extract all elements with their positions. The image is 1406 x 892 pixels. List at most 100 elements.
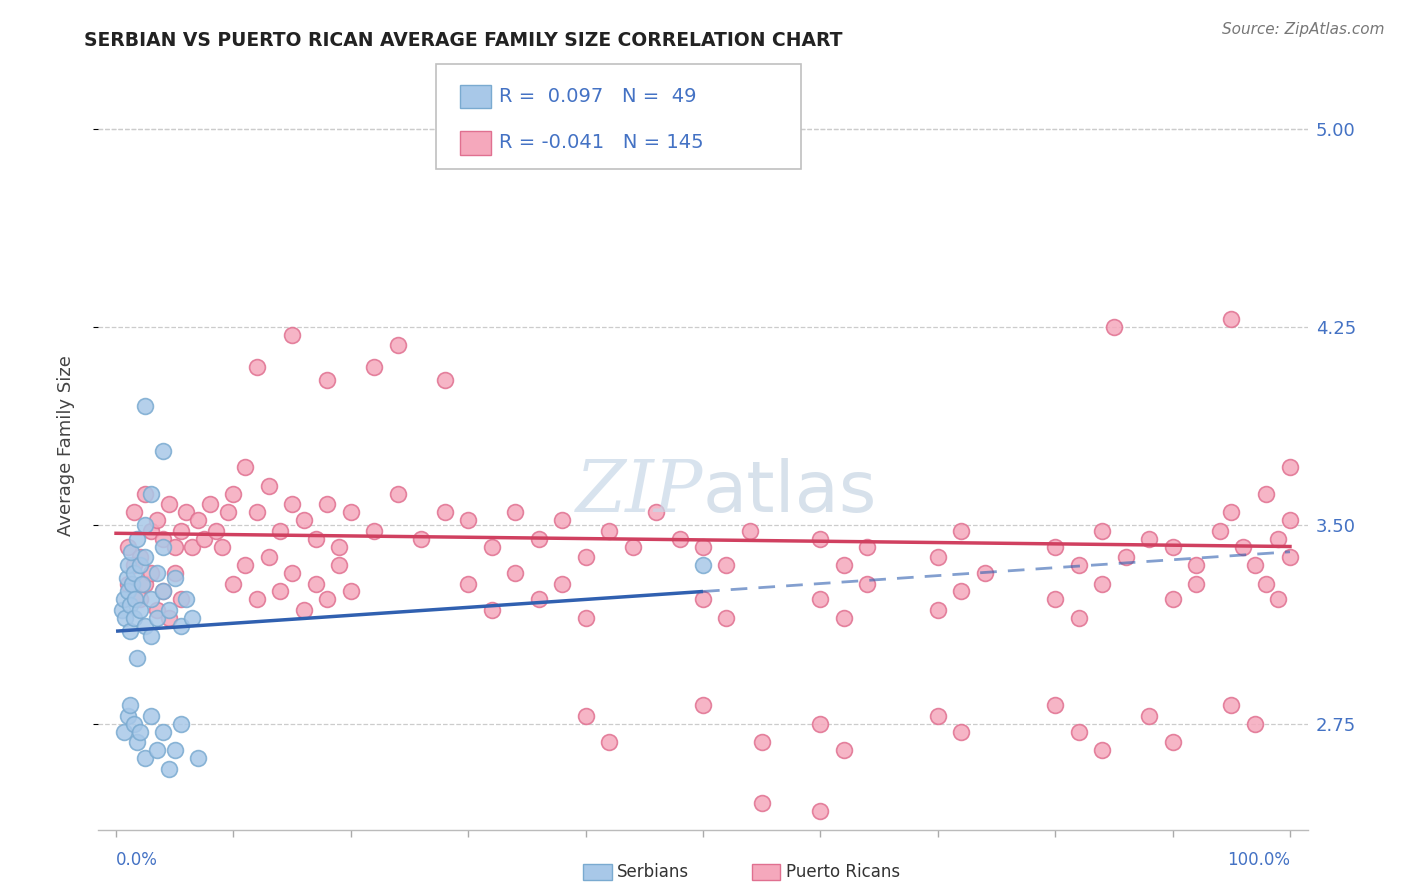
Point <box>808 716 831 731</box>
Point <box>1267 532 1289 546</box>
Point <box>598 524 620 538</box>
Point <box>457 513 479 527</box>
Point <box>751 796 773 810</box>
Point <box>808 592 831 607</box>
Point <box>117 540 139 554</box>
Point <box>281 327 304 342</box>
Point <box>1232 540 1254 554</box>
Point <box>340 584 363 599</box>
Point <box>257 550 280 565</box>
Point <box>112 592 135 607</box>
Text: Puerto Ricans: Puerto Ricans <box>786 863 900 881</box>
Point <box>169 524 191 538</box>
Point <box>163 566 186 580</box>
Point <box>387 486 409 500</box>
Point <box>387 338 409 352</box>
Point <box>340 505 363 519</box>
Point <box>1161 540 1184 554</box>
Point <box>269 524 291 538</box>
Point <box>856 576 879 591</box>
Text: 0.0%: 0.0% <box>117 851 157 869</box>
Point <box>115 571 138 585</box>
Point <box>832 743 855 757</box>
Point <box>134 751 156 765</box>
Point <box>134 400 156 414</box>
Point <box>692 592 714 607</box>
Point <box>193 532 215 546</box>
Point <box>117 558 139 572</box>
Text: Source: ZipAtlas.com: Source: ZipAtlas.com <box>1222 22 1385 37</box>
Point <box>1091 743 1114 757</box>
Point <box>169 592 191 607</box>
Point <box>503 505 526 519</box>
Point <box>134 550 156 565</box>
Point <box>950 584 973 599</box>
Point <box>122 716 145 731</box>
Point <box>1256 486 1278 500</box>
Point <box>692 540 714 554</box>
Point <box>141 630 163 644</box>
Point <box>128 724 150 739</box>
Point <box>120 698 142 713</box>
Point <box>1091 576 1114 591</box>
Point <box>157 611 180 625</box>
Point <box>575 550 598 565</box>
Point <box>363 359 385 374</box>
Point <box>157 762 180 776</box>
Point <box>128 603 150 617</box>
Point <box>1067 558 1090 572</box>
Point <box>128 558 150 572</box>
Point <box>1091 524 1114 538</box>
Point <box>269 584 291 599</box>
Point <box>134 518 156 533</box>
Point <box>187 751 209 765</box>
Point <box>621 540 644 554</box>
Point <box>128 550 150 565</box>
Point <box>927 550 949 565</box>
Point <box>122 505 145 519</box>
Point <box>1278 460 1301 475</box>
Point <box>1256 576 1278 591</box>
Point <box>1208 524 1230 538</box>
Point <box>176 592 198 607</box>
Point <box>751 735 773 749</box>
Point <box>316 497 339 511</box>
Point <box>316 592 339 607</box>
Point <box>131 576 153 591</box>
Point <box>411 532 433 546</box>
Point <box>157 497 180 511</box>
Point <box>598 735 620 749</box>
Point <box>292 603 315 617</box>
Point <box>328 558 350 572</box>
Point <box>141 486 163 500</box>
Text: SERBIAN VS PUERTO RICAN AVERAGE FAMILY SIZE CORRELATION CHART: SERBIAN VS PUERTO RICAN AVERAGE FAMILY S… <box>84 31 842 50</box>
Point <box>481 603 503 617</box>
Point <box>163 571 186 585</box>
Point <box>1067 611 1090 625</box>
Point <box>121 576 143 591</box>
Point <box>146 513 169 527</box>
Point <box>457 576 479 591</box>
Point <box>124 592 146 607</box>
Point <box>152 584 174 599</box>
Text: ZIP: ZIP <box>575 457 703 527</box>
Point <box>141 524 163 538</box>
Point <box>127 735 149 749</box>
Point <box>927 708 949 723</box>
Point <box>117 576 139 591</box>
Point <box>808 532 831 546</box>
Point <box>363 524 385 538</box>
Point <box>169 716 191 731</box>
Point <box>1185 558 1208 572</box>
Point <box>1043 592 1066 607</box>
Point <box>146 611 169 625</box>
Point <box>527 532 550 546</box>
Point <box>927 603 949 617</box>
Point <box>832 611 855 625</box>
Point <box>316 373 339 387</box>
Point <box>146 743 169 757</box>
Point <box>1137 708 1160 723</box>
Point <box>246 592 269 607</box>
Point <box>117 708 139 723</box>
Point <box>328 540 350 554</box>
